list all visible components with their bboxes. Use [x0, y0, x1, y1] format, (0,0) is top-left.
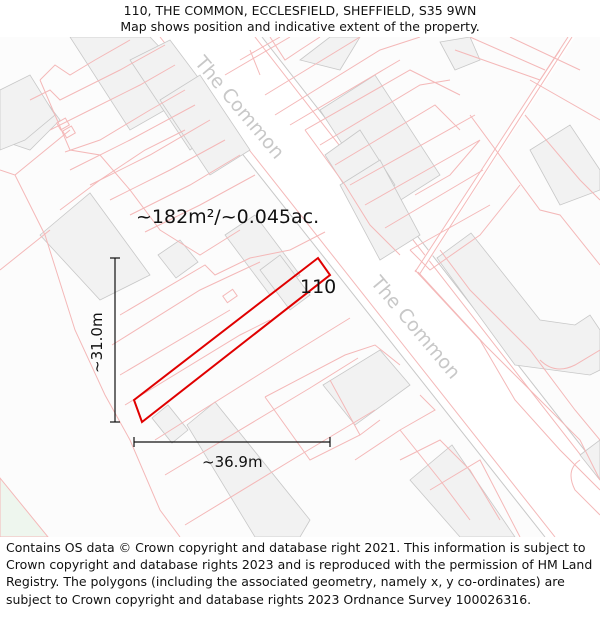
map-header: 110, THE COMMON, ECCLESFIELD, SHEFFIELD,…: [0, 0, 600, 37]
area-label: ~182m²/~0.045ac.: [136, 206, 320, 228]
width-dimension-label: ~36.9m: [202, 453, 263, 471]
road-the-common: [150, 37, 600, 537]
height-dimension-label: ~31.0m: [88, 312, 106, 373]
copyright-notice: Contains OS data © Crown copyright and d…: [6, 540, 593, 607]
property-map[interactable]: The Common The Common ~182m²/~0.045ac. 1…: [0, 37, 600, 537]
green-area: [0, 477, 49, 537]
property-boundary: [132, 256, 332, 424]
plot-number-label: 110: [300, 276, 337, 298]
map-subtitle: Map shows position and indicative extent…: [120, 19, 480, 34]
property-address: 110, THE COMMON, ECCLESFIELD, SHEFFIELD,…: [123, 3, 477, 18]
dimension-lines: [110, 257, 331, 447]
map-canvas: [0, 37, 600, 537]
